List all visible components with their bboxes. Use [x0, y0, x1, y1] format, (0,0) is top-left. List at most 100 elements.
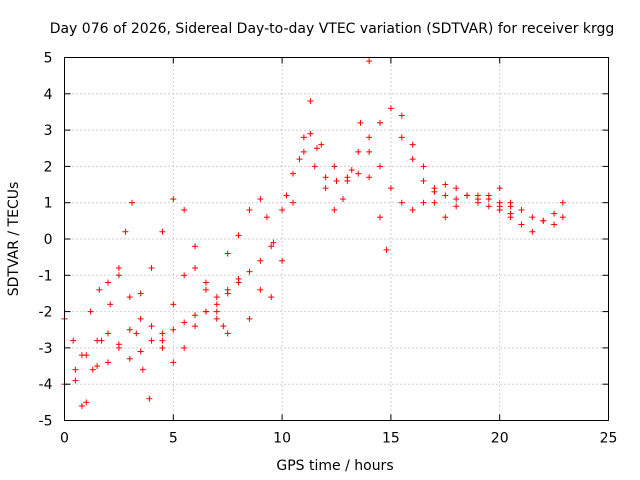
data-point: [181, 344, 188, 351]
data-point: [128, 199, 135, 206]
axis-ticks: 0 5 10 15 20 25 -5 -4 -3 -2 -1 0 1 2 3 4 5: [39, 51, 618, 447]
data-point: [551, 210, 558, 217]
y-tick-label: -2: [39, 305, 53, 321]
data-point: [300, 148, 307, 155]
data-point: [307, 130, 314, 137]
data-point: [431, 199, 438, 206]
series-track-m: [496, 199, 566, 235]
data-point: [507, 214, 514, 221]
data-point: [202, 286, 209, 293]
data-point: [322, 185, 329, 192]
data-point: [442, 181, 449, 188]
data-point: [529, 214, 536, 221]
data-point: [518, 221, 525, 228]
data-point: [96, 286, 103, 293]
data-point: [289, 170, 296, 177]
data-point: [279, 206, 286, 213]
data-point: [300, 134, 307, 141]
series-track-a: [61, 257, 264, 388]
data-point: [235, 275, 242, 282]
data-point: [474, 199, 481, 206]
data-point: [98, 337, 105, 344]
data-point: [137, 348, 144, 355]
data-point: [442, 214, 449, 221]
data-point: [159, 228, 166, 235]
y-tick-label: -5: [39, 414, 53, 430]
data-point: [551, 221, 558, 228]
data-point: [296, 156, 303, 163]
data-point: [496, 203, 503, 210]
y-tick-label: -4: [39, 377, 53, 393]
data-point: [148, 337, 155, 344]
data-point: [78, 352, 85, 359]
data-point: [202, 279, 209, 286]
series-track-j: [283, 105, 514, 210]
data-point: [318, 141, 325, 148]
data-point: [220, 323, 227, 330]
data-point: [377, 119, 384, 126]
data-point: [192, 265, 199, 272]
data-point: [78, 402, 85, 409]
data-point: [366, 58, 373, 65]
x-tick-label: 15: [382, 431, 400, 447]
data-point: [289, 199, 296, 206]
data-point: [170, 359, 177, 366]
data-point: [270, 239, 277, 246]
data-point: [398, 199, 405, 206]
data-point: [70, 337, 77, 344]
data-point: [366, 134, 373, 141]
series-track-g: [224, 196, 277, 257]
data-point: [170, 326, 177, 333]
data-point: [268, 294, 275, 301]
data-point: [224, 330, 231, 337]
data-point: [313, 145, 320, 152]
data-point: [235, 232, 242, 239]
y-tick-label: 0: [44, 232, 53, 248]
data-point: [268, 243, 275, 250]
y-tick-label: 5: [44, 51, 53, 67]
data-point: [453, 185, 460, 192]
data-point: [496, 185, 503, 192]
data-point: [257, 257, 264, 264]
series-track-i: [268, 58, 373, 301]
data-point: [159, 337, 166, 344]
y-tick-label: 4: [44, 87, 53, 103]
data-point: [387, 185, 394, 192]
data-point: [507, 199, 514, 206]
data-point: [340, 196, 347, 203]
data-point: [559, 199, 566, 206]
data-point: [159, 330, 166, 337]
data-point: [94, 363, 101, 370]
data-point: [355, 148, 362, 155]
data-point: [146, 395, 153, 402]
data-point: [453, 203, 460, 210]
data-point: [148, 323, 155, 330]
data-point: [344, 177, 351, 184]
x-tick-label: 20: [491, 431, 509, 447]
data-point: [115, 272, 122, 279]
data-point: [442, 192, 449, 199]
data-point: [322, 174, 329, 181]
data-point: [529, 228, 536, 235]
data-point: [126, 294, 133, 301]
y-tick-label: 2: [44, 159, 53, 175]
data-point: [213, 315, 220, 322]
data-point: [420, 177, 427, 184]
series-track-h: [246, 148, 390, 322]
x-tick-label: 0: [60, 431, 69, 447]
data-point: [139, 366, 146, 373]
data-point: [464, 192, 471, 199]
x-tick-label: 5: [169, 431, 178, 447]
data-point: [115, 265, 122, 272]
data-point: [181, 319, 188, 326]
data-point: [170, 196, 177, 203]
y-tick-label: 1: [44, 196, 53, 212]
data-point: [181, 206, 188, 213]
data-point: [83, 399, 90, 406]
data-point: [485, 192, 492, 199]
data-point: [331, 206, 338, 213]
data-point: [518, 206, 525, 213]
series-track-f: [159, 265, 231, 351]
data-point: [331, 163, 338, 170]
data-point: [115, 344, 122, 351]
